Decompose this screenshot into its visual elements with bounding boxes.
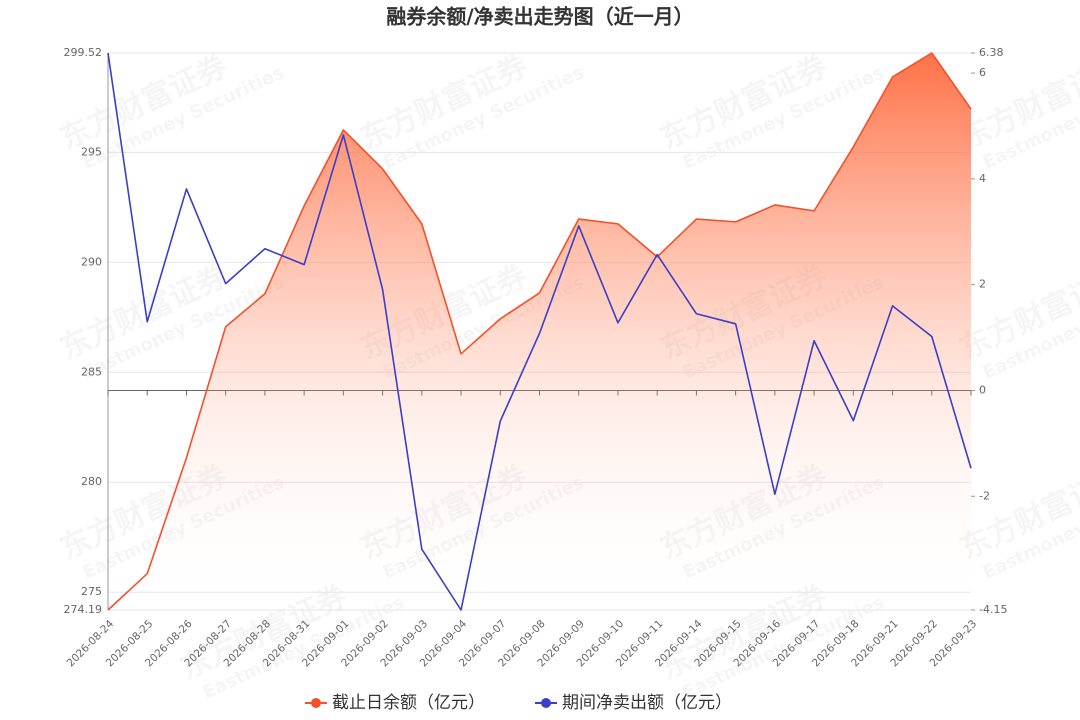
legend-label: 期间净卖出额（亿元） [562, 693, 732, 713]
y2-tick-label: -4.15 [979, 603, 1007, 616]
y-tick-label: 295 [81, 145, 102, 158]
y-tick-label: 290 [81, 255, 102, 268]
y-tick-label: 285 [81, 365, 102, 378]
y2-tick-label: -2 [979, 489, 990, 502]
y2-tick-label: 4 [979, 172, 986, 185]
y-tick-label: 275 [81, 585, 102, 598]
legend-marker [541, 698, 551, 708]
line [107, 52, 972, 611]
y-tick-label: 299.52 [64, 46, 103, 59]
legend-label: 截止日余额（亿元） [332, 693, 485, 713]
line [107, 52, 972, 611]
y2-tick-label: 2 [979, 278, 986, 291]
y2-tick-label: 6.38 [979, 46, 1004, 59]
chart-title: 融券余额/净卖出走势图（近一月） [386, 5, 693, 29]
legend-marker [311, 698, 321, 708]
y-tick-label: 274.19 [64, 603, 103, 616]
y2-tick-label: 0 [979, 383, 986, 396]
y-tick-label: 280 [81, 475, 102, 488]
y2-tick-label: 6 [979, 66, 986, 79]
